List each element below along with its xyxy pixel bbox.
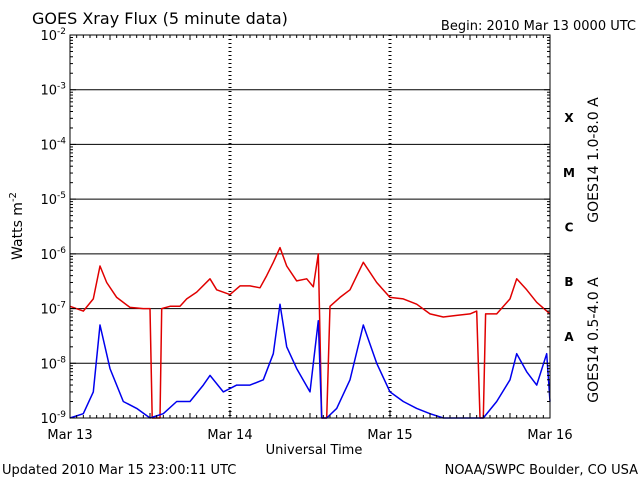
y-tick-label: 10-9 — [40, 410, 66, 427]
series-line-long-channel — [69, 246, 551, 419]
legend-long-channel: GOES14 1.0-8.0 A — [586, 97, 602, 223]
flare-class-label: X — [564, 111, 574, 125]
y-tick-label: 10-5 — [40, 191, 66, 208]
begin-time: Begin: 2010 Mar 13 0000 UTC — [441, 19, 636, 34]
x-tick-label: Mar 15 — [367, 428, 412, 443]
series-layer — [69, 246, 551, 419]
y-tick-label: 10-6 — [40, 246, 66, 263]
flare-class-label: B — [564, 275, 573, 289]
x-tick-layer: Mar 13 Mar 14 Mar 15 Mar 16 — [47, 35, 573, 443]
x-axis-label: Universal Time — [266, 443, 363, 458]
agency-credit: NOAA/SWPC Boulder, CO USA — [445, 463, 638, 478]
x-tick-label: Mar 13 — [47, 428, 92, 443]
chart-title: GOES Xray Flux (5 minute data) — [32, 9, 288, 28]
y-axis-label: Watts m-2 — [8, 192, 26, 260]
x-tick-label: Mar 14 — [207, 428, 252, 443]
flare-class-layer: X M C B A — [563, 111, 575, 344]
y-tick-label: 10-8 — [40, 355, 66, 372]
flare-class-label: C — [565, 221, 574, 235]
x-tick-label: Mar 16 — [527, 428, 572, 443]
y-tick-layer: 10-2 10-3 10-4 10-5 10-6 10-7 10-8 10-9 — [40, 27, 550, 427]
y-tick-label: 10-7 — [40, 301, 66, 318]
updated-timestamp: Updated 2010 Mar 15 23:00:11 UTC — [2, 463, 236, 478]
y-tick-label: 10-3 — [40, 82, 66, 99]
flare-class-label: M — [563, 166, 575, 180]
legend-short-channel: GOES14 0.5-4.0 A — [586, 277, 602, 403]
y-tick-label: 10-4 — [40, 136, 66, 153]
y-tick-label: 10-2 — [40, 27, 66, 44]
flare-class-label: A — [564, 330, 574, 344]
